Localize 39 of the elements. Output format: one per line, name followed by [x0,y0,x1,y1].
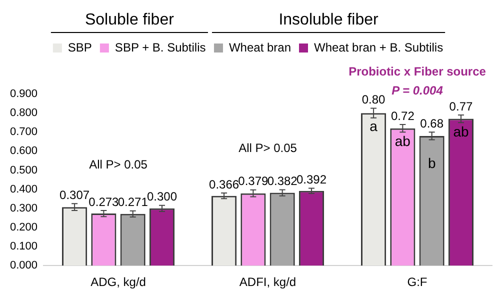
text: Soluble fiber [84,11,175,28]
text: Probiotic x Fiber source [348,64,486,78]
annotation: P = 0.004 [392,83,444,98]
y-tick-label: 0.700 [10,126,38,138]
y-tick-label: 0.300 [10,202,38,214]
x-tick-label: ADFI, kg/d [239,275,296,290]
x-tick-label: ADG, kg/d [90,275,146,290]
annotation: b [428,154,436,171]
y-tick-label: 0.900 [10,88,38,100]
data-label: 0.72 [391,108,415,123]
data-label: 0.379 [238,174,269,188]
annotation: All P> 0.05 [238,141,298,156]
annotation: a [370,118,378,134]
legend-label: Wheat bran + B. Subtilis [314,40,444,54]
annotation: ab [453,124,469,140]
y-tick-label: 0.000 [10,260,38,272]
data-label: 0.68 [420,116,444,130]
y-tick-label: 0.800 [10,107,38,120]
data-label: 0.273 [88,194,120,209]
data-label: 0.271 [118,195,148,210]
data-label: 0.392 [296,172,327,186]
annotation: ab [394,133,411,150]
x-tick-label: G:F [407,275,428,290]
y-tick-label: 0.600 [10,145,38,158]
legend-label: SBP [68,40,92,54]
legend-label: SBP + B. Subtilis [114,40,206,54]
data-label: 0.366 [209,177,240,192]
data-label: 0.300 [146,190,178,204]
legend-label: Wheat bran [228,40,292,54]
text: Insoluble fiber [278,11,380,28]
data-label: 0.382 [267,174,298,188]
y-tick-label: 0.200 [10,222,38,234]
y-tick-label: 0.500 [10,164,38,176]
data-label: 0.307 [60,188,90,202]
y-tick-label: 0.100 [10,240,38,253]
annotation: All P> 0.05 [89,157,148,172]
data-label: 0.80 [362,92,386,107]
data-label: 0.77 [449,99,473,114]
y-tick-label: 0.400 [10,183,38,196]
